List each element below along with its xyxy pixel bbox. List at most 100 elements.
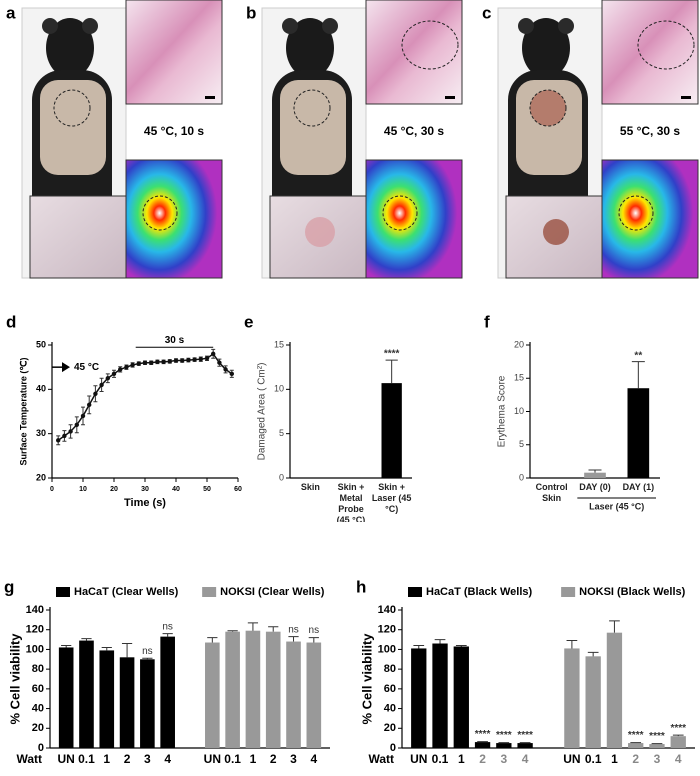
- significance: ****: [496, 730, 512, 741]
- x-tick-label: 0.1: [224, 752, 241, 766]
- x-tick-label: 0.1: [78, 752, 95, 766]
- x-tick-label: Skin: [300, 482, 320, 492]
- y-tick-label: 30: [36, 428, 46, 438]
- bar: [585, 656, 601, 748]
- y-tick-label: 100: [378, 643, 396, 655]
- error-bar: [385, 359, 398, 384]
- category-label-box: Skin + Metal Probe (45 °C): [336, 482, 366, 522]
- point: [111, 371, 117, 377]
- x-tick-label: UN: [204, 752, 221, 766]
- error-bar: [455, 644, 467, 647]
- y-axis-label: % Cell viability: [7, 633, 22, 725]
- arrow-head: [62, 362, 70, 373]
- bar: [584, 472, 606, 478]
- thermal-circle: [618, 195, 654, 231]
- y-tick-label: 140: [378, 604, 396, 616]
- y-axis-label: Damaged Area ( Cm²): [257, 363, 268, 461]
- point: [62, 433, 67, 439]
- bar: [119, 657, 135, 748]
- mouse-ear: [42, 18, 58, 34]
- x-tick-label: 1: [250, 752, 257, 766]
- x-tick-label: 60: [234, 486, 242, 493]
- histology-image: [125, 0, 223, 105]
- panel-label: c: [482, 3, 491, 22]
- y-tick-label: 40: [384, 702, 396, 714]
- scale-bar: [681, 96, 691, 99]
- mouse-ear: [558, 18, 574, 34]
- y-tick-label: 10: [274, 384, 284, 394]
- error-bar: [587, 651, 599, 657]
- y-tick-label: 15: [274, 339, 284, 349]
- legend-swatch: [408, 587, 422, 597]
- panel-label: h: [356, 577, 366, 596]
- bar: [79, 640, 94, 748]
- x-tick-label: 4: [164, 752, 171, 766]
- error-bar: [308, 637, 319, 643]
- x-tick-label: 20: [110, 486, 118, 493]
- legend-label: NOKSI (Clear Wells): [220, 586, 325, 598]
- error-bar: [81, 638, 92, 641]
- bar: [628, 743, 644, 748]
- x-tick-label: 2: [479, 752, 486, 766]
- y-axis-label: Surface Temperature (℃): [18, 358, 28, 466]
- bar: [286, 641, 301, 748]
- category-label-box: DAY (1): [622, 482, 655, 492]
- bar: [58, 647, 74, 748]
- x-tick-label: 2: [270, 752, 277, 766]
- point: [93, 391, 98, 396]
- x-tick-label: DAY (1): [622, 482, 655, 492]
- significance: ns: [309, 625, 320, 636]
- thermal-image: [601, 159, 699, 279]
- error-bar: [413, 644, 425, 649]
- significance: ****: [649, 731, 665, 742]
- x-tick-label: 0: [50, 486, 54, 493]
- bar: [517, 743, 533, 748]
- point: [87, 402, 92, 408]
- x-tick-label: 1: [103, 752, 110, 766]
- point: [136, 361, 141, 366]
- bar: [205, 642, 220, 748]
- point: [173, 358, 179, 363]
- panel-label: g: [4, 577, 14, 596]
- mouse-ear: [518, 18, 534, 34]
- y-tick-label: 20: [36, 472, 46, 482]
- annotation: 45 °C: [74, 362, 99, 373]
- x-tick-label: 4: [310, 752, 317, 766]
- x-tick-label: Skin + Metal Probe (45 °C): [336, 482, 366, 522]
- x-tick-label: DAY (0): [579, 482, 611, 492]
- legend-label: HaCaT (Black Wells): [426, 586, 533, 598]
- x-tick-label: 3: [144, 752, 151, 766]
- y-tick-label: 50: [36, 339, 46, 349]
- error-bar: [121, 643, 133, 658]
- bar: [140, 659, 155, 748]
- condition-label: 45 °C, 30 s: [384, 124, 444, 138]
- y-tick-label: 5: [279, 428, 284, 438]
- y-tick-label: 0: [279, 472, 284, 482]
- bar: [474, 742, 491, 748]
- legend-swatch: [56, 587, 70, 597]
- x-tick-label: 0.1: [585, 752, 602, 766]
- panel-label: f: [484, 312, 490, 331]
- error-bar: [268, 626, 279, 632]
- bar: [160, 636, 175, 748]
- error-bar: [609, 620, 620, 633]
- significance: **: [634, 350, 642, 361]
- bar: [606, 632, 623, 748]
- point: [149, 360, 154, 365]
- bar: [306, 642, 322, 748]
- error-bar: [227, 630, 238, 632]
- point: [186, 357, 191, 363]
- condition-label: 55 °C, 30 s: [620, 124, 680, 138]
- x-tick-label: Control Skin: [535, 482, 568, 503]
- significance: ****: [384, 349, 400, 360]
- significance: ns: [162, 621, 173, 632]
- shaved-belly: [40, 80, 106, 175]
- point: [204, 356, 210, 361]
- y-tick-label: 0: [38, 742, 44, 754]
- y-tick-label: 0: [519, 472, 524, 482]
- y-tick-label: 40: [36, 384, 46, 394]
- skin-inset: [29, 195, 127, 279]
- x-tick-label: 40: [172, 486, 180, 493]
- histology-image: [365, 0, 463, 105]
